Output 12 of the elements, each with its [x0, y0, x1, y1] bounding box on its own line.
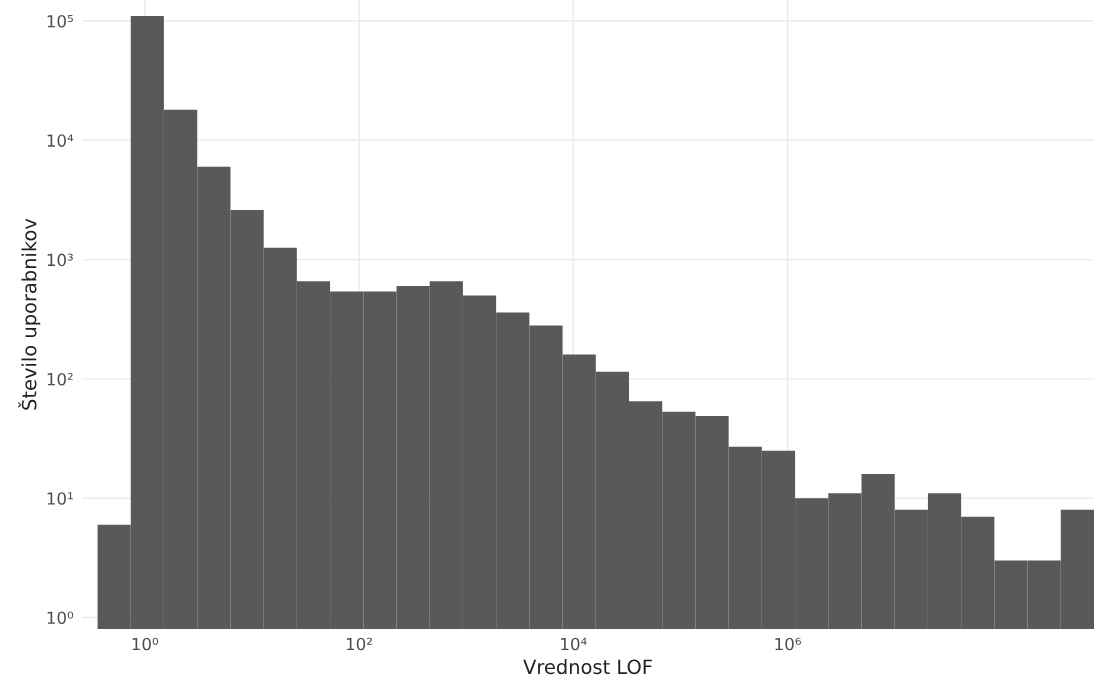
y-tick-label: 10⁴	[47, 134, 74, 147]
y-tick-label: 10¹	[47, 492, 73, 505]
x-tick-label: 10⁶	[775, 637, 801, 651]
x-tick-label: 10⁰	[132, 637, 159, 651]
x-tick-label: 10²	[346, 637, 372, 651]
x-axis-title: Vrednost LOF	[523, 659, 652, 675]
y-tick-label: 10⁵	[47, 14, 73, 28]
y-tick-label: 10²	[47, 372, 73, 386]
y-tick-label: 10⁰	[47, 611, 74, 625]
y-axis-title: Število uporabnikov	[18, 218, 41, 410]
x-tick-label: 10⁴	[561, 637, 587, 651]
y-tick-label: 10³	[47, 253, 73, 267]
